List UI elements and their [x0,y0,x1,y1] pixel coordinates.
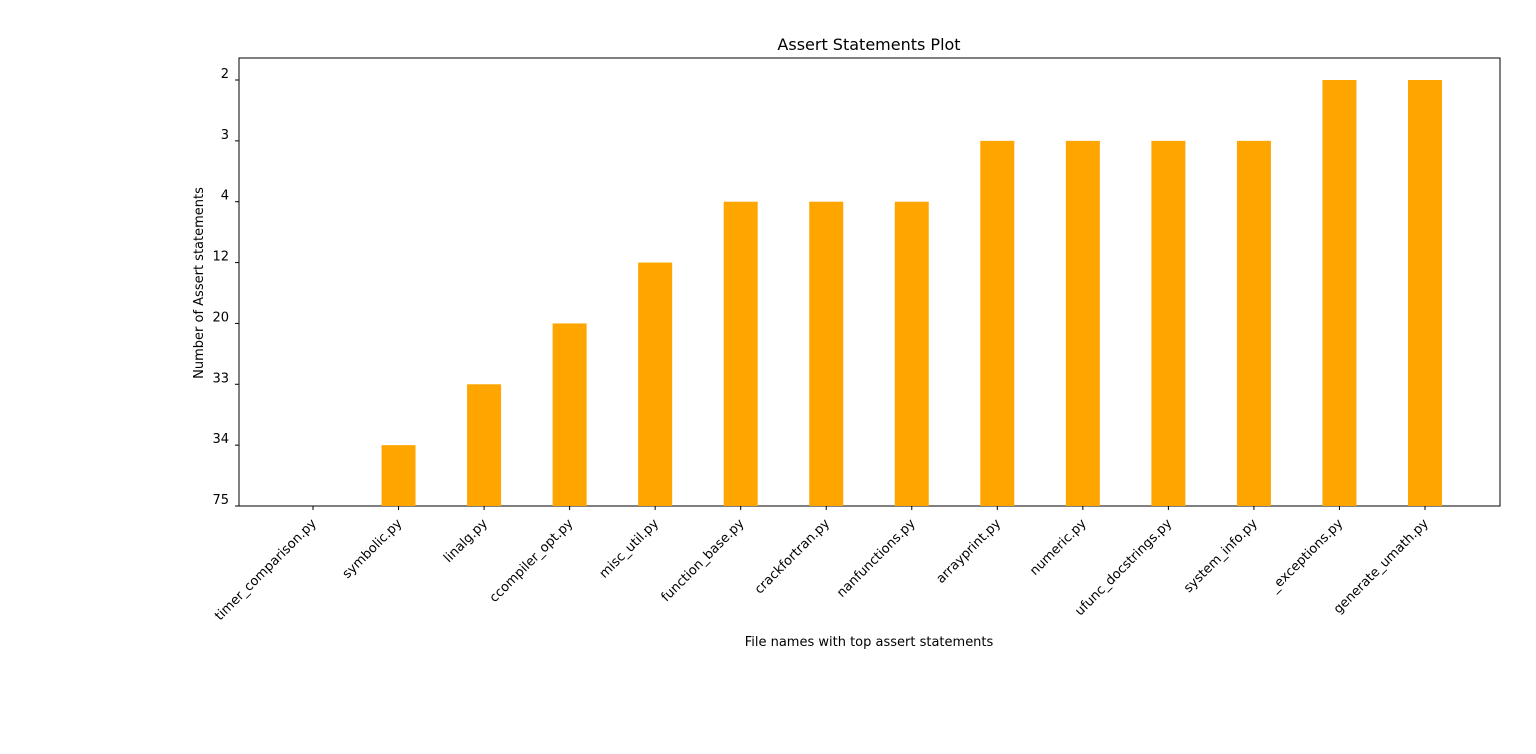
x-axis-ticks: timer_comparison.py symbolic.py linalg.pyc… [212,506,1432,624]
y-tick-label: 34 [212,432,229,447]
x-tick-label: nanfunctions.py [834,516,919,601]
x-tick-label: function_base.py [659,516,748,605]
x-axis-label: File names with top assert statements [745,635,994,650]
bar [894,201,929,506]
bar [980,140,1015,506]
plot-area-frame [238,57,1501,507]
y-tick-label: 33 [212,371,229,386]
bar [723,201,758,506]
bar [1065,140,1100,506]
y-tick-label: 2 [221,67,229,82]
y-tick-label: 12 [212,250,229,265]
bar [467,384,502,506]
x-tick-label: ccompiler_opt.py [487,516,577,606]
y-tick-label: 20 [212,310,229,325]
bar-group [381,80,1442,506]
bar [381,445,416,506]
x-tick-label: linalg.py [441,516,491,566]
bar [809,201,844,506]
y-tick-label: 3 [221,128,229,143]
y-tick-label: 4 [221,189,229,204]
x-tick-label: system_info.py [1181,516,1261,596]
chart-title: Assert Statements Plot [777,35,960,54]
bar [638,262,673,506]
bar [1236,140,1271,506]
y-axis-label: Number of Assert statements [192,187,207,379]
x-tick-label: timer_comparison.py [212,516,320,624]
x-tick-label: numeric.py [1027,516,1090,579]
x-tick-label: ufunc_docstrings.py [1072,516,1175,619]
bar [1322,80,1357,506]
x-tick-label: _exceptions.py [1266,516,1346,596]
y-tick-label: 75 [212,493,229,508]
x-tick-label: misc_util.py [597,516,663,582]
x-tick-label: crackfortran.py [752,516,833,597]
bar [1408,80,1442,506]
x-tick-label: generate_umath.py [1331,516,1432,617]
x-tick-label: symbolic.py [340,516,406,582]
bar [1151,140,1186,506]
bar [552,323,587,506]
x-tick-label: arrayprint.py [934,516,1005,587]
